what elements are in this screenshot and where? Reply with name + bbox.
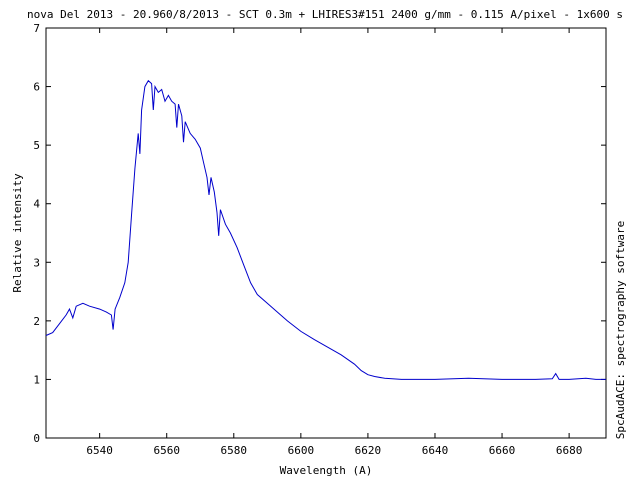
y-axis-ticks: 0 1 2 3 4 5 6 7	[33, 22, 606, 445]
x-tick-label: 6600	[288, 444, 315, 457]
x-tick-label: 6680	[556, 444, 583, 457]
software-credit-label: SpcAudACE: spectrography software	[614, 221, 627, 440]
x-tick-label: 6660	[489, 444, 516, 457]
x-tick-label: 6540	[86, 444, 113, 457]
x-tick-label: 6580	[221, 444, 248, 457]
x-tick-label: 6640	[422, 444, 449, 457]
x-axis-label: Wavelength (A)	[280, 464, 373, 477]
y-tick-label: 7	[33, 22, 40, 35]
chart-title: nova Del 2013 - 20.960/8/2013 - SCT 0.3m…	[27, 8, 623, 21]
plot-frame	[45, 27, 607, 439]
y-tick-label: 6	[33, 81, 40, 94]
y-tick-label: 2	[33, 315, 40, 328]
x-tick-label: 6560	[153, 444, 180, 457]
y-tick-label: 0	[33, 432, 40, 445]
y-tick-label: 3	[33, 256, 40, 269]
y-tick-label: 1	[33, 373, 40, 386]
y-tick-label: 4	[33, 198, 40, 211]
y-tick-label: 5	[33, 139, 40, 152]
spectrum-line	[45, 79, 606, 380]
x-axis-ticks: 6540 6560 6580 6600 6620 6640 6660 6680	[86, 28, 582, 457]
x-tick-label: 6620	[355, 444, 382, 457]
y-axis-label: Relative intensity	[11, 173, 24, 293]
